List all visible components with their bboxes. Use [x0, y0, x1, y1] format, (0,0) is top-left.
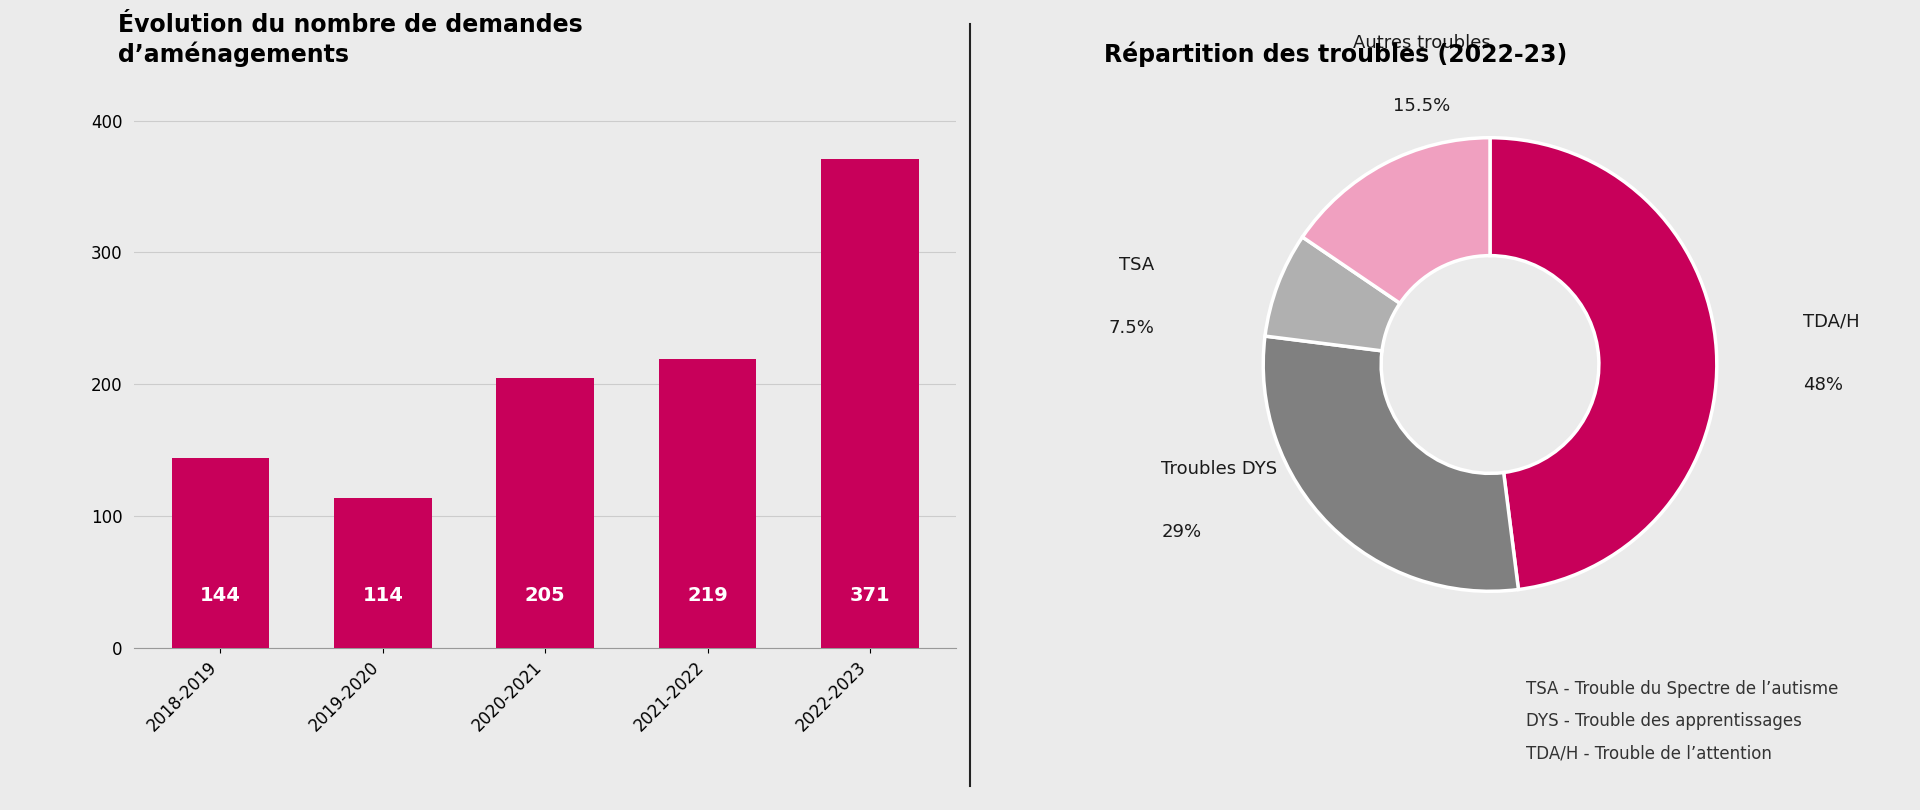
Text: 205: 205: [524, 586, 566, 605]
Bar: [822, 159, 918, 648]
Bar: [334, 497, 432, 648]
Text: 219: 219: [687, 586, 728, 605]
Text: Autres troubles: Autres troubles: [1354, 33, 1490, 52]
Bar: [171, 458, 269, 648]
Bar: [659, 359, 756, 648]
Text: TDA/H: TDA/H: [1803, 313, 1860, 330]
Wedge shape: [1263, 336, 1519, 591]
Text: 7.5%: 7.5%: [1108, 319, 1154, 337]
Text: TSA - Trouble du Spectre de l’autisme
DYS - Trouble des apprentissages
TDA/H - T: TSA - Trouble du Spectre de l’autisme DY…: [1526, 680, 1839, 762]
Text: Troubles DYS: Troubles DYS: [1162, 460, 1277, 478]
Text: 15.5%: 15.5%: [1394, 97, 1452, 115]
Text: Répartition des troubles (2022-23): Répartition des troubles (2022-23): [1104, 41, 1569, 66]
Text: 371: 371: [851, 586, 891, 605]
Bar: [497, 377, 593, 648]
Wedge shape: [1265, 237, 1400, 351]
Text: TSA: TSA: [1119, 256, 1154, 274]
Text: 29%: 29%: [1162, 523, 1202, 541]
Text: Évolution du nombre de demandes
d’aménagements: Évolution du nombre de demandes d’aménag…: [117, 13, 582, 66]
Wedge shape: [1302, 138, 1490, 303]
Text: 144: 144: [200, 586, 240, 605]
Text: 114: 114: [363, 586, 403, 605]
Text: 48%: 48%: [1803, 376, 1843, 394]
Wedge shape: [1490, 138, 1716, 590]
